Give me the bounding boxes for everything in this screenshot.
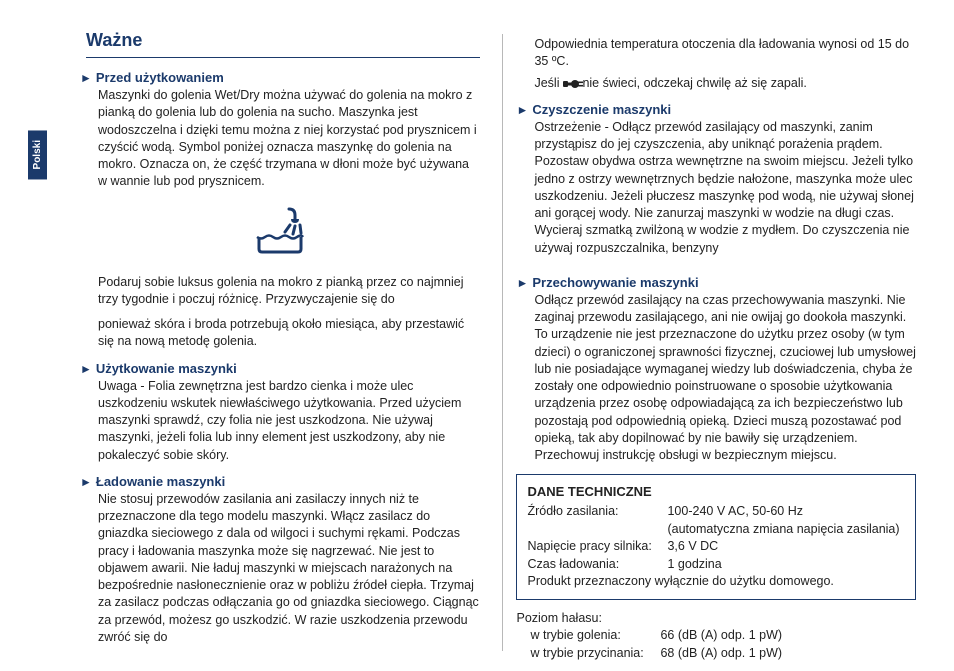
- noise-value: 68 (dB (A) odp. 1 pW): [660, 645, 782, 663]
- body-text: Uwaga - Folia zewnętrzna jest bardzo cie…: [98, 378, 480, 464]
- body-text: Ostrzeżenie - Odłącz przewód zasilający …: [534, 119, 916, 257]
- tech-row: Napięcie pracy silnika: 3,6 V DC: [527, 538, 905, 556]
- text-fragment: nie świeci, odczekaj chwilę aż się zapal…: [582, 76, 806, 90]
- noise-block: Poziom hałasu: w trybie golenia: 66 (dB …: [516, 610, 916, 663]
- tech-row: (automatyczna zmiana napięcia zasilania): [527, 521, 905, 539]
- body-text: Maszynki do golenia Wet/Dry można używać…: [98, 87, 480, 191]
- noise-label: w trybie golenia:: [530, 627, 660, 645]
- shower-bath-icon: [80, 205, 480, 260]
- left-column: Ważne ► Przed użytkowaniem Maszynki do g…: [70, 30, 498, 651]
- section-label: Przed użytkowaniem: [96, 70, 224, 85]
- page-title: Ważne: [86, 30, 480, 58]
- technical-data-box: DANE TECHNICZNE Źródło zasilania: 100-24…: [516, 474, 916, 600]
- triangle-icon: ►: [80, 475, 92, 489]
- noise-label: w trybie przycinania:: [530, 645, 660, 663]
- plug-icon: [563, 78, 579, 88]
- section-label: Czyszczenie maszynki: [532, 102, 671, 117]
- noise-title: Poziom hałasu:: [516, 610, 916, 628]
- section-head-cleaning: ► Czyszczenie maszynki: [516, 102, 916, 117]
- tech-label: Czas ładowania:: [527, 556, 667, 574]
- column-divider: [502, 34, 503, 651]
- body-text: Jeśli nie świeci, odczekaj chwilę aż się…: [534, 75, 916, 92]
- tech-label: Źródło zasilania:: [527, 503, 667, 521]
- tech-value: (automatyczna zmiana napięcia zasilania): [667, 521, 899, 539]
- noise-row: w trybie przycinania: 68 (dB (A) odp. 1 …: [530, 645, 916, 663]
- noise-value: 66 (dB (A) odp. 1 pW): [660, 627, 782, 645]
- tech-title: DANE TECHNICZNE: [527, 483, 905, 501]
- section-head-storage: ► Przechowywanie maszynki: [516, 275, 916, 290]
- triangle-icon: ►: [80, 362, 92, 376]
- section-head-charging: ► Ładowanie maszynki: [80, 474, 480, 489]
- tech-row: Źródło zasilania: 100-240 V AC, 50-60 Hz: [527, 503, 905, 521]
- tech-label: Napięcie pracy silnika:: [527, 538, 667, 556]
- body-text: Nie stosuj przewodów zasilania ani zasil…: [98, 491, 480, 646]
- triangle-icon: ►: [516, 103, 528, 117]
- tech-row: Czas ładowania: 1 godzina: [527, 556, 905, 574]
- section-label: Użytkowanie maszynki: [96, 361, 237, 376]
- tech-note: Produkt przeznaczony wyłącznie do użytku…: [527, 573, 905, 591]
- section-head-before-use: ► Przed użytkowaniem: [80, 70, 480, 85]
- section-label: Ładowanie maszynki: [96, 474, 225, 489]
- tech-label: [527, 521, 667, 539]
- tech-value: 3,6 V DC: [667, 538, 718, 556]
- language-tab: Polski: [28, 130, 47, 179]
- tech-value: 1 godzina: [667, 556, 721, 574]
- right-column: Odpowiednia temperatura otoczenia dla ła…: [506, 30, 934, 651]
- noise-row: w trybie golenia: 66 (dB (A) odp. 1 pW): [530, 627, 916, 645]
- triangle-icon: ►: [516, 276, 528, 290]
- body-text: Podaruj sobie luksus golenia na mokro z …: [98, 274, 480, 309]
- text-fragment: Jeśli: [534, 76, 562, 90]
- body-text: Odłącz przewód zasilający na czas przech…: [534, 292, 916, 465]
- section-label: Przechowywanie maszynki: [532, 275, 698, 290]
- tech-value: 100-240 V AC, 50-60 Hz: [667, 503, 803, 521]
- triangle-icon: ►: [80, 71, 92, 85]
- body-text: ponieważ skóra i broda potrzebują około …: [98, 316, 480, 351]
- page-container: Ważne ► Przed użytkowaniem Maszynki do g…: [70, 30, 934, 651]
- section-head-use: ► Użytkowanie maszynki: [80, 361, 480, 376]
- body-text: Odpowiednia temperatura otoczenia dla ła…: [534, 36, 916, 71]
